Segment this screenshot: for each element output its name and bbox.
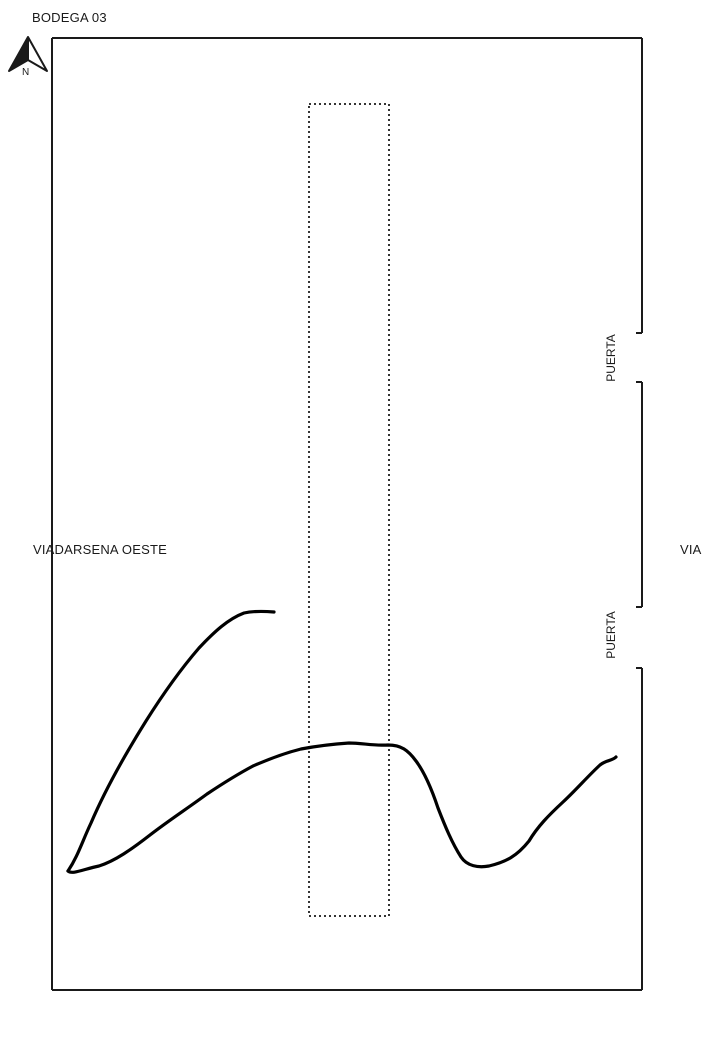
door-label: PUERTA — [605, 610, 617, 660]
north-arrow-icon — [9, 37, 47, 71]
freehand-stroke-2 — [68, 743, 616, 872]
north-letter: N — [22, 68, 29, 78]
freehand-stroke-1 — [68, 611, 274, 871]
dotted-zone — [309, 104, 389, 916]
west-road-label: VIADARSENA OESTE — [33, 543, 167, 556]
east-road-label: VIA — [680, 543, 702, 556]
plan-title: BODEGA 03 — [32, 11, 107, 24]
door-label: PUERTA — [605, 333, 617, 383]
